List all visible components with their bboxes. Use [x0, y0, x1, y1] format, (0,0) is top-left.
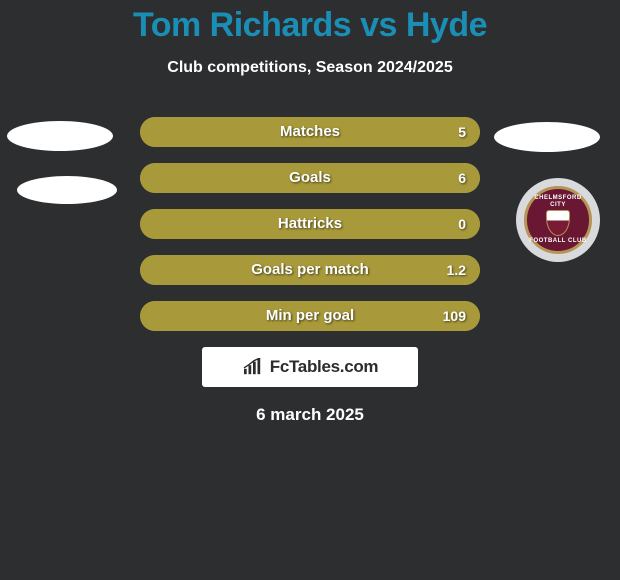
player-avatar-right — [494, 122, 600, 152]
club-shield-icon — [546, 210, 570, 236]
stat-value: 5 — [458, 117, 466, 147]
stat-value: 109 — [443, 301, 466, 331]
stat-bar-matches: Matches 5 — [140, 117, 480, 147]
page-title: Tom Richards vs Hyde — [0, 6, 620, 45]
stat-label: Goals — [140, 163, 480, 193]
stat-bar-goals-per-match: Goals per match 1.2 — [140, 255, 480, 285]
stat-label: Goals per match — [140, 255, 480, 285]
stat-value: 1.2 — [447, 255, 466, 285]
stat-bar-min-per-goal: Min per goal 109 — [140, 301, 480, 331]
stat-value: 6 — [458, 163, 466, 193]
player-avatar-left-2 — [17, 176, 117, 204]
stat-label: Min per goal — [140, 301, 480, 331]
stat-value: 0 — [458, 209, 466, 239]
club-crest-inner: CHELMSFORD CITY FOOTBALL CLUB — [524, 186, 592, 254]
subtitle: Club competitions, Season 2024/2025 — [0, 59, 620, 77]
footer-date: 6 march 2025 — [0, 405, 620, 425]
bar-chart-icon — [242, 358, 264, 376]
infographic-root: Tom Richards vs Hyde Club competitions, … — [0, 0, 620, 425]
club-crest-text-top: CHELMSFORD CITY — [527, 195, 589, 208]
stat-label: Hattricks — [140, 209, 480, 239]
brand-text: FcTables.com — [270, 357, 379, 377]
stat-bar-goals: Goals 6 — [140, 163, 480, 193]
brand-box: FcTables.com — [202, 347, 418, 387]
stat-bar-hattricks: Hattricks 0 — [140, 209, 480, 239]
stat-label: Matches — [140, 117, 480, 147]
player-avatar-left-1 — [7, 121, 113, 151]
club-crest-text-bottom: FOOTBALL CLUB — [529, 238, 586, 245]
stats-bars: Matches 5 Goals 6 Hattricks 0 Goals per … — [140, 117, 480, 331]
club-crest: CHELMSFORD CITY FOOTBALL CLUB — [516, 178, 600, 262]
